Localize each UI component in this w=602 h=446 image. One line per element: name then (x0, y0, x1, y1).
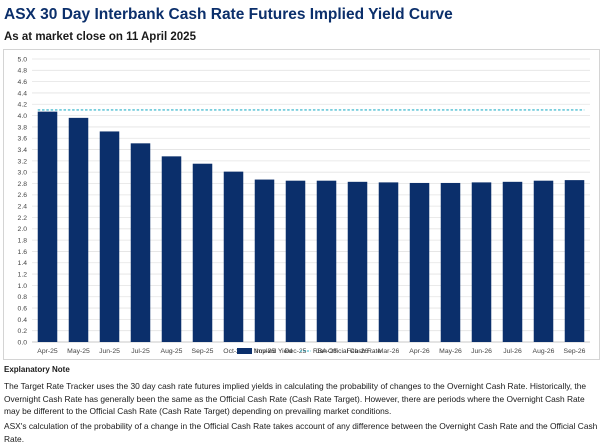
y-tick-label: 1.8 (18, 238, 28, 245)
x-tick-label: Aug-26 (533, 348, 555, 355)
bar-feb-26 (347, 181, 368, 342)
y-tick-label: 1.6 (18, 249, 28, 256)
bar-dec-25 (285, 180, 306, 342)
x-tick-label: Jul-26 (503, 348, 522, 355)
y-tick-label: 0.0 (18, 339, 28, 346)
y-tick-label: 0.6 (18, 305, 28, 312)
y-tick-label: 4.0 (18, 113, 28, 120)
y-tick-label: 4.2 (18, 102, 28, 109)
y-tick-label: 3.8 (18, 124, 28, 131)
x-tick-label: Apr-26 (409, 348, 430, 355)
implied-yield-chart: 0.0 0.2 0.4 0.6 0.8 1.0 1.2 1.4 1.6 1.8 2.0 2.2 2.4 2… (18, 56, 590, 355)
y-tick-label: 1.4 (18, 260, 28, 267)
y-tick-label: 3.2 (18, 158, 28, 165)
bar-may-26 (440, 182, 461, 342)
chart-subtitle: As at market close on 11 April 2025 (4, 31, 196, 43)
explanatory-note-paragraph-1: The Target Rate Tracker uses the 30 day … (4, 381, 587, 416)
x-tick-label: Nov-25 (254, 348, 276, 355)
y-tick-label: 2.2 (18, 215, 28, 222)
y-tick-label: 1.2 (18, 271, 28, 278)
bar-sep-25 (192, 163, 213, 342)
bar-jul-26 (502, 181, 523, 342)
bar-oct-25 (223, 171, 244, 342)
x-tick-label: Sep-26 (564, 348, 586, 355)
y-tick-label: 0.4 (18, 317, 28, 324)
y-tick-label: 4.4 (18, 90, 28, 97)
explanatory-note-heading: Explanatory Note (4, 365, 70, 374)
bar-apr-25 (37, 111, 58, 342)
x-tick-label: Aug-25 (161, 348, 183, 355)
bar-nov-25 (254, 179, 275, 342)
bar-aug-26 (533, 180, 554, 342)
bars (37, 111, 585, 342)
y-tick-labels: 0.0 0.2 0.4 0.6 0.8 1.0 1.2 1.4 1.6 1.8 2.0 2.2 2.4 2… (18, 56, 28, 346)
x-tick-label: May-26 (439, 348, 462, 355)
legend-label-implied-yield: Implied Yield (255, 348, 293, 355)
x-tick-label: Jun-26 (471, 348, 492, 355)
y-tick-label: 5.0 (18, 56, 28, 63)
y-tick-label: 3.6 (18, 136, 28, 143)
legend-label-rba-cash-rate: RBA Official Cash Rate (313, 348, 381, 355)
y-tick-label: 2.0 (18, 226, 28, 233)
x-tick-label: Sep-25 (192, 348, 214, 355)
x-tick-label: Apr-25 (37, 348, 58, 355)
bar-jun-25 (99, 131, 120, 342)
x-tick-label: Dec-25 (285, 348, 307, 355)
chart-container: 0.0 0.2 0.4 0.6 0.8 1.0 1.2 1.4 1.6 1.8 2.0 2.2 2.4 2… (3, 49, 600, 360)
y-tick-label: 0.2 (18, 328, 28, 335)
x-tick-label: May-25 (67, 348, 90, 355)
x-tick-label: Jan-26 (316, 348, 337, 355)
y-tick-label: 3.4 (18, 147, 28, 154)
y-tick-label: 4.6 (18, 79, 28, 86)
y-tick-label: 4.8 (18, 68, 28, 75)
y-tick-label: 2.8 (18, 181, 28, 188)
y-tick-label: 2.6 (18, 192, 28, 199)
y-tick-label: 2.4 (18, 204, 28, 211)
x-tick-label: Jun-25 (99, 348, 120, 355)
x-tick-labels: Apr-25 May-25 Jun-25 Jul-25 Aug-25 Sep-25 Oct-… (37, 348, 585, 355)
y-tick-label: 3.0 (18, 170, 28, 177)
x-tick-label: Oct-25 (223, 348, 244, 355)
bar-apr-26 (409, 182, 430, 342)
explanatory-note-paragraph-2: ASX's calculation of the probability of … (4, 421, 598, 444)
x-tick-label: Feb-26 (347, 348, 369, 355)
gridlines (32, 58, 590, 343)
bar-jul-25 (130, 143, 151, 342)
bar-jan-26 (316, 180, 337, 342)
y-tick-label: 0.8 (18, 294, 28, 301)
bar-aug-25 (161, 156, 182, 342)
bar-mar-26 (378, 182, 399, 342)
x-tick-label: Mar-26 (378, 348, 400, 355)
y-tick-label: 1.0 (18, 283, 28, 290)
bar-may-25 (68, 117, 89, 342)
bar-sep-26 (564, 180, 585, 342)
chart-title: ASX 30 Day Interbank Cash Rate Futures I… (4, 6, 453, 23)
legend-swatch-implied-yield (237, 348, 252, 354)
x-tick-label: Jul-25 (131, 348, 150, 355)
legend: Implied Yield RBA Official Cash Rate (237, 348, 381, 355)
bar-jun-26 (471, 182, 492, 342)
